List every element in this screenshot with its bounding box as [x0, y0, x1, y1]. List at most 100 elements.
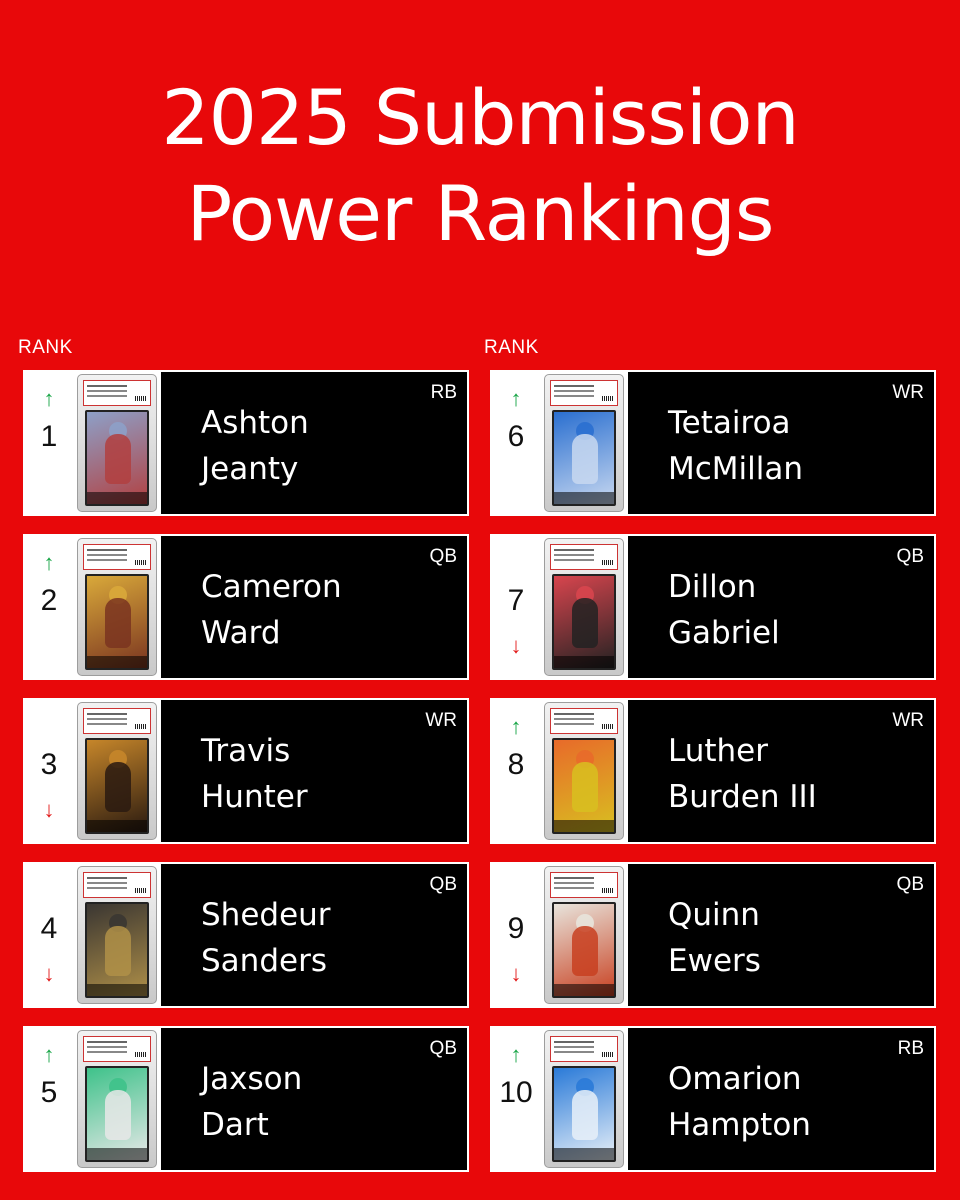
trend-arrow-icon: ↓ — [43, 797, 55, 822]
rank-header-left: RANK — [18, 337, 73, 358]
player-panel: Omarion Hampton RB — [628, 1028, 934, 1170]
graded-card-image — [77, 1030, 157, 1168]
slab-label — [83, 1036, 151, 1062]
card-cell — [73, 864, 161, 1006]
rank-number: 1 — [40, 420, 58, 453]
player-first-name: Ashton — [201, 405, 309, 441]
rank-cell: ↑ 5 — [25, 1028, 73, 1170]
card-art — [552, 902, 616, 998]
slab-label — [83, 380, 151, 406]
player-first-name: Quinn — [668, 897, 760, 933]
rank-number: 3 — [40, 748, 58, 781]
card-art — [85, 410, 149, 506]
rank-number: 9 — [507, 912, 525, 945]
card-nameplate — [554, 1148, 614, 1160]
player-name: Dillon Gabriel — [668, 564, 780, 656]
slab-label — [550, 872, 618, 898]
card-nameplate — [87, 820, 147, 832]
slab-label — [550, 380, 618, 406]
card-art — [552, 410, 616, 506]
rank-cell: ↑ 6 — [492, 372, 540, 514]
player-first-name: Luther — [668, 733, 768, 769]
rank-cell: ↓ 9 — [492, 864, 540, 1006]
player-first-name: Shedeur — [201, 897, 331, 933]
ranking-row-9: ↓ 9 Quinn Ewers QB — [490, 862, 936, 1008]
card-cell — [73, 372, 161, 514]
player-last-name: Sanders — [201, 943, 327, 979]
player-figure — [572, 598, 598, 648]
player-first-name: Jaxson — [201, 1061, 303, 1097]
slab-label — [83, 708, 151, 734]
player-first-name: Dillon — [668, 569, 757, 605]
trend-arrow-icon: ↓ — [43, 961, 55, 986]
rank-cell: ↓ 7 — [492, 536, 540, 678]
slab-label — [550, 1036, 618, 1062]
card-cell — [540, 1028, 628, 1170]
rank-cell: ↑ 2 — [25, 536, 73, 678]
rank-number: 7 — [507, 584, 525, 617]
player-figure — [105, 434, 131, 484]
player-panel: Shedeur Sanders QB — [161, 864, 467, 1006]
player-name: Quinn Ewers — [668, 892, 761, 984]
position-label: WR — [892, 382, 924, 403]
ranking-row-5: ↑ 5 Jaxson Dart QB — [23, 1026, 469, 1172]
graded-card-image — [77, 538, 157, 676]
player-last-name: Ewers — [668, 943, 761, 979]
card-cell — [540, 372, 628, 514]
card-nameplate — [554, 820, 614, 832]
player-figure — [105, 762, 131, 812]
player-last-name: Burden III — [668, 779, 817, 815]
graded-card-image — [77, 374, 157, 512]
rank-cell: ↓ 3 — [25, 700, 73, 842]
card-cell — [73, 1028, 161, 1170]
position-label: QB — [896, 546, 924, 567]
player-panel: Tetairoa McMillan WR — [628, 372, 934, 514]
rank-cell: ↓ 4 — [25, 864, 73, 1006]
ranking-row-6: ↑ 6 Tetairoa McMillan WR — [490, 370, 936, 516]
player-panel: Jaxson Dart QB — [161, 1028, 467, 1170]
player-name: Ashton Jeanty — [201, 400, 309, 492]
position-label: WR — [425, 710, 457, 731]
slab-label — [550, 708, 618, 734]
slab-label — [83, 544, 151, 570]
trend-arrow-icon: ↑ — [510, 714, 522, 739]
player-last-name: Hampton — [668, 1107, 811, 1143]
ranking-row-10: ↑ 10 Omarion Hampton RB — [490, 1026, 936, 1172]
player-last-name: Dart — [201, 1107, 269, 1143]
trend-arrow-icon: ↑ — [510, 386, 522, 411]
rank-number: 2 — [40, 584, 58, 617]
position-label: RB — [430, 382, 457, 403]
ranking-row-8: ↑ 8 Luther Burden III WR — [490, 698, 936, 844]
card-art — [85, 738, 149, 834]
player-panel: Travis Hunter WR — [161, 700, 467, 842]
ranking-row-4: ↓ 4 Shedeur Sanders QB — [23, 862, 469, 1008]
player-panel: Luther Burden III WR — [628, 700, 934, 842]
position-label: WR — [892, 710, 924, 731]
player-name: Cameron Ward — [201, 564, 342, 656]
player-panel: Quinn Ewers QB — [628, 864, 934, 1006]
trend-arrow-icon: ↑ — [43, 550, 55, 575]
slab-label — [83, 872, 151, 898]
player-name: Shedeur Sanders — [201, 892, 331, 984]
card-nameplate — [87, 656, 147, 668]
rank-cell: ↑ 8 — [492, 700, 540, 842]
graded-card-image — [77, 702, 157, 840]
position-label: QB — [429, 546, 457, 567]
player-figure — [105, 598, 131, 648]
player-name: Travis Hunter — [201, 728, 308, 820]
trend-arrow-icon: ↑ — [510, 1042, 522, 1067]
title-line-2: Power Rankings — [186, 169, 775, 258]
card-art — [85, 1066, 149, 1162]
player-first-name: Tetairoa — [668, 405, 791, 441]
player-name: Omarion Hampton — [668, 1056, 811, 1148]
position-label: QB — [429, 874, 457, 895]
player-figure — [105, 1090, 131, 1140]
card-art — [85, 574, 149, 670]
player-panel: Cameron Ward QB — [161, 536, 467, 678]
rank-cell: ↑ 1 — [25, 372, 73, 514]
rank-header-right: RANK — [484, 337, 539, 358]
ranking-row-2: ↑ 2 Cameron Ward QB — [23, 534, 469, 680]
position-label: RB — [897, 1038, 924, 1059]
card-cell — [73, 700, 161, 842]
trend-arrow-icon: ↓ — [510, 633, 522, 658]
